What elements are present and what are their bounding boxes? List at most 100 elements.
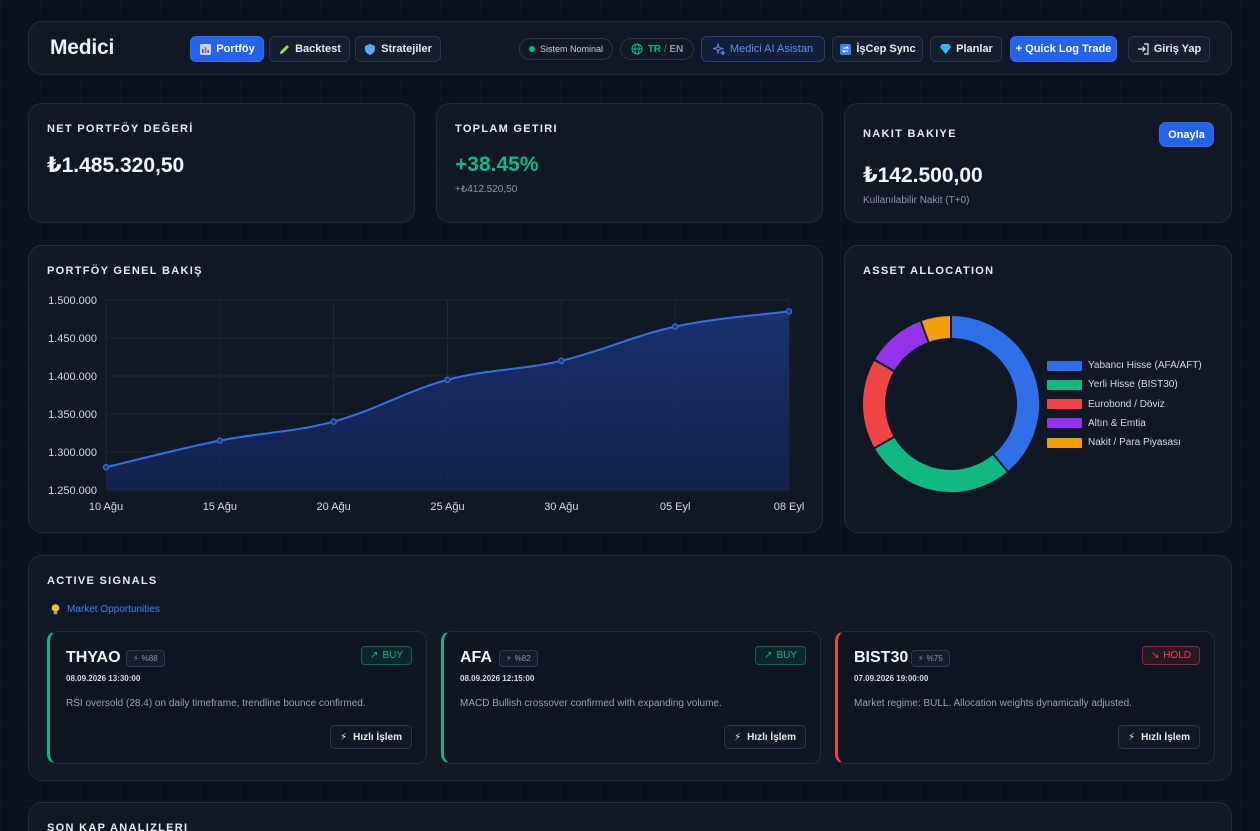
globe-icon [631,43,643,55]
trend-down-icon: ↘ [1150,650,1160,661]
login-icon [1137,43,1149,55]
quick-trade-button[interactable]: ⚡︎ Hızlı İşlem [724,725,806,749]
buy-badge: ↗ BUY [361,646,412,665]
active-signals-card: ACTIVE SIGNALS Market Opportunities THYA… [28,555,1232,781]
legend-label: Yerli Hisse (BIST30) [1088,379,1178,391]
quick-trade-button[interactable]: ⚡︎ Hızlı İşlem [330,725,412,749]
signal-card: THYAO ⚡︎ %88 ↗ BUY 08.09.2026 13:30:00 RSI… [47,631,427,764]
legend-swatch [1047,437,1082,448]
signal-description: Market regime: BULL. Allocation weights … [854,698,1132,709]
tab-label: Portföy [216,43,255,55]
cash-balance-value: ₺142.500,00 [863,164,983,187]
pie-slice[interactable] [863,360,895,448]
total-return-value: +38.45% [455,153,539,176]
quick-trade-label: Hızlı İşlem [747,731,796,743]
data-point[interactable] [216,437,224,444]
trend-up-icon: ↗ [764,650,773,661]
tab-backtest[interactable]: Backtest [269,36,350,62]
plans-button[interactable]: Planlar [930,36,1002,62]
pencil-icon [278,43,290,55]
x-tick-label: 30 Ağu [544,501,578,513]
lang-en[interactable]: EN [669,43,684,55]
status-text: Sistem Nominal [539,44,604,54]
login-button[interactable]: Giriş Yap [1128,36,1210,62]
total-return-card: TOPLAM GETIRI +38.45% +₺412.520,50 [436,103,823,223]
x-tick-label: 20 Ağu [317,501,351,513]
allocation-donut-chart [863,315,1039,492]
data-point[interactable] [785,308,793,315]
signal-card: AFA ⚡︎ %82 ↗ BUY 08.09.2026 12:15:00 MACD … [441,631,821,764]
kap-analyses-title: SON KAP ANALIZLERI [47,822,189,831]
x-tick-label: 25 Ağu [430,501,464,513]
market-opportunities-link[interactable]: Market Opportunities [49,603,160,615]
approve-label: Onayla [1168,128,1205,141]
cash-balance-label: NAKIT BAKIYE [863,128,957,140]
signal-description: RSI oversold (28.4) on daily timeframe, … [66,698,366,709]
legend-label: Yabancı Hisse (AFA/AFT) [1088,360,1202,371]
approve-button[interactable]: Onayla [1159,122,1214,147]
legend-item[interactable]: Yerli Hisse (BIST30) [1047,379,1178,390]
net-portfolio-card: NET PORTFÖY DEĞERİ ₺1.485.320,50 [28,103,415,223]
top-navbar: Medici Portföy Backtest Stratejiler Sist… [28,21,1232,75]
plans-label: Planlar [956,43,993,55]
active-signals-title: ACTIVE SIGNALS [47,575,158,587]
bolt-icon: ⚡︎ [734,731,742,743]
tab-strategies[interactable]: Stratejiler [355,36,441,62]
bolt-icon: ⚡︎ [340,731,348,743]
quick-trade-label: Hızlı İşlem [353,731,402,743]
confidence-value: %88 [141,654,158,663]
tab-portfoy[interactable]: Portföy [190,36,264,62]
language-toggle[interactable]: TR / EN [620,38,694,60]
diamond-icon [939,43,951,55]
ai-label: Medici AI Asistan [729,43,814,55]
y-tick-label: 1.450.000 [48,333,97,345]
slice-separator [992,453,1009,473]
legend-item[interactable]: Eurobond / Döviz [1047,399,1165,410]
legend-item[interactable]: Altın & Emtia [1047,418,1146,429]
brand-logo[interactable]: Medici [50,36,115,59]
confidence-badge: ⚡︎ %88 [126,650,165,667]
status-dot-icon [528,46,535,52]
data-point[interactable] [444,376,451,383]
data-point[interactable] [102,463,110,471]
slice-separator [873,435,896,450]
sync-label: İşCep Sync [856,43,916,55]
pie-slice[interactable] [874,321,929,372]
lang-tr[interactable]: TR [647,43,662,55]
area-fill [106,311,789,490]
legend-item[interactable]: Yabancı Hisse (AFA/AFT) [1047,360,1202,371]
legend-label: Nakit / Para Piyasası [1088,437,1181,449]
confidence-value: %82 [514,654,531,663]
signal-symbol: THYAO [66,649,121,666]
legend-swatch [1047,360,1082,371]
iscep-sync-button[interactable]: İşCep Sync [832,36,923,62]
quick-trade-label: Hızlı İşlem [1141,731,1190,743]
pie-slice[interactable] [920,316,952,343]
quick-log-trade-button[interactable]: + Quick Log Trade [1010,36,1117,62]
shield-icon [364,43,376,55]
signal-date: 07.09.2026 19:00:00 [854,674,929,683]
signal-date: 08.09.2026 13:30:00 [66,674,141,683]
trend-up-icon: ↗ [370,650,379,661]
data-point[interactable] [330,418,337,425]
chart-icon [199,43,211,55]
pie-slice[interactable] [874,436,1008,492]
bolt-icon: ⚡︎ [1128,731,1136,743]
signal-date: 08.09.2026 12:15:00 [460,674,535,683]
asset-allocation-card: ASSET ALLOCATION Yabancı Hisse (AFA/AFT)… [844,245,1232,533]
cash-balance-card: NAKIT BAKIYE Onayla ₺142.500,00 Kullanıl… [844,103,1232,223]
data-point[interactable] [671,323,679,330]
legend-item[interactable]: Nakit / Para Piyasası [1047,437,1181,448]
pie-slice[interactable] [950,316,1039,472]
data-point[interactable] [558,357,565,365]
bolt-icon: ⚡︎ [133,654,139,663]
total-return-label: TOPLAM GETIRI [455,123,558,135]
tab-label: Stratejiler [381,43,432,55]
y-tick-label: 1.500.000 [48,295,97,307]
quick-trade-button[interactable]: ⚡︎ Hızlı İşlem [1118,725,1200,749]
signal-action: HOLD [1163,650,1191,661]
login-label: Giriş Yap [1153,43,1202,55]
x-tick-label: 15 Ağu [203,501,237,513]
ai-assistant-button[interactable]: Medici AI Asistan [701,36,825,62]
lightbulb-icon [49,603,61,615]
